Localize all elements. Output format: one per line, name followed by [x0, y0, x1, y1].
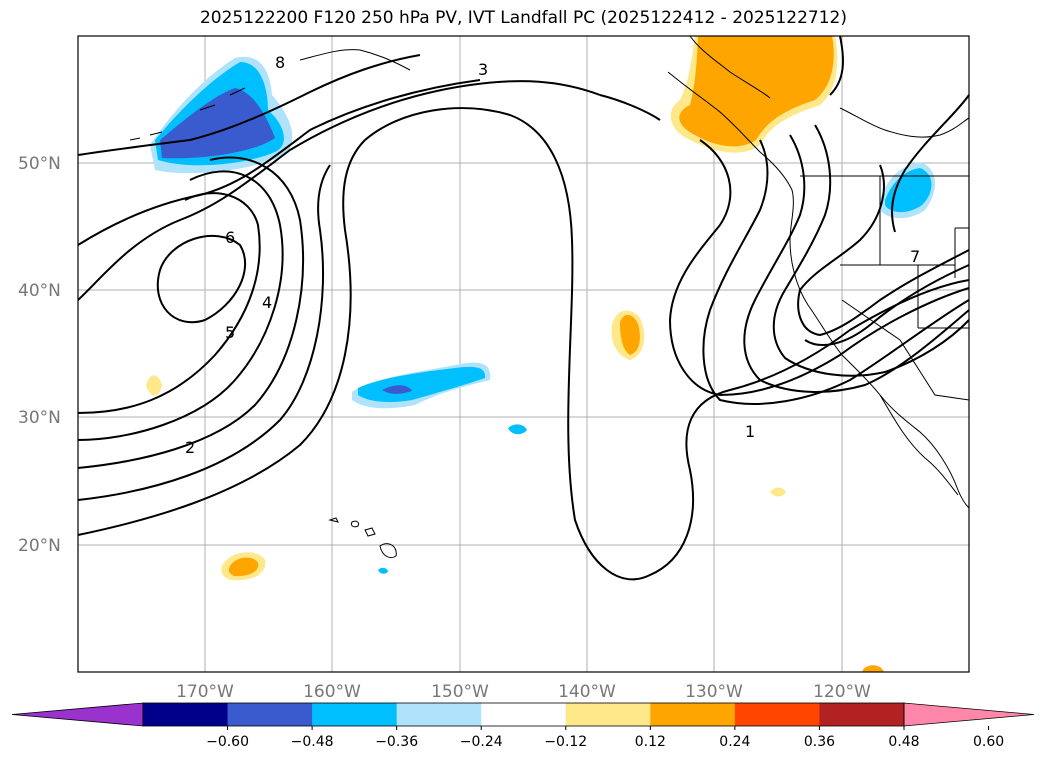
lon-label-140w: 140°W — [558, 682, 616, 702]
colorbar-swatch — [312, 703, 398, 726]
contour-label-2: 2 — [185, 438, 195, 457]
contour-label-3: 3 — [478, 60, 488, 79]
colorbar-swatch — [734, 703, 820, 726]
colorbar-extend-high — [903, 702, 1035, 727]
colorbar-extend-low — [11, 702, 144, 727]
colorbar-swatch — [396, 703, 482, 726]
lon-labels: 170°W 160°W 150°W 140°W 130°W 120°W — [176, 682, 871, 702]
ivt-contours — [77, 35, 970, 581]
colorbar-swatch — [143, 703, 229, 726]
contour-label-7: 7 — [910, 247, 920, 266]
coastlines — [129, 35, 970, 559]
contour-labels: 1 2 3 4 5 6 7 8 — [185, 53, 920, 457]
map-frame — [77, 35, 970, 673]
contour-label-4: 4 — [262, 293, 272, 312]
colorbar-tick-label: 0.60 — [973, 734, 1004, 750]
colorbar-tick-label: 0.48 — [888, 734, 919, 750]
colorbar-tick-label: 0.24 — [719, 734, 750, 750]
lon-label-150w: 150°W — [431, 682, 489, 702]
lat-label-40n: 40°N — [18, 281, 61, 301]
colorbar-tick-label: −0.36 — [375, 734, 418, 750]
contour-label-5: 5 — [225, 323, 235, 342]
colorbar-tick-label: −0.48 — [291, 734, 334, 750]
colorbar-swatch — [227, 703, 313, 726]
colorbar-tick-label: −0.24 — [460, 734, 503, 750]
lon-label-120w: 120°W — [813, 682, 871, 702]
contour-label-6: 6 — [225, 228, 235, 247]
colorbar-outline — [142, 702, 905, 727]
contour-label-1: 1 — [745, 422, 755, 441]
colorbar-swatch — [650, 703, 736, 726]
lon-label-170w: 170°W — [176, 682, 234, 702]
colorbar-swatch — [819, 703, 905, 726]
colorbar-swatch — [565, 703, 651, 726]
colorbar-tick-label: −0.12 — [544, 734, 587, 750]
colorbar-tick-label: −0.60 — [206, 734, 249, 750]
colorbar: −0.60 −0.48 −0.36 −0.24 −0.12 0.12 0.24 0.36 0.4… — [11, 702, 1035, 750]
figure-title: 2025122200 F120 250 hPa PV, IVT Landfall… — [199, 8, 847, 28]
contour-label-8: 8 — [275, 53, 285, 72]
lat-label-30n: 30°N — [18, 408, 61, 428]
colorbar-tick-label: 0.12 — [635, 734, 666, 750]
lon-label-130w: 130°W — [685, 682, 743, 702]
lat-label-20n: 20°N — [18, 536, 61, 556]
lon-label-160w: 160°W — [303, 682, 361, 702]
lat-labels: 50°N 40°N 30°N 20°N — [18, 154, 61, 556]
colorbar-swatch — [481, 703, 567, 726]
pv-shading — [146, 36, 936, 672]
colorbar-tick-label: 0.36 — [804, 734, 835, 750]
lat-label-50n: 50°N — [18, 154, 61, 174]
